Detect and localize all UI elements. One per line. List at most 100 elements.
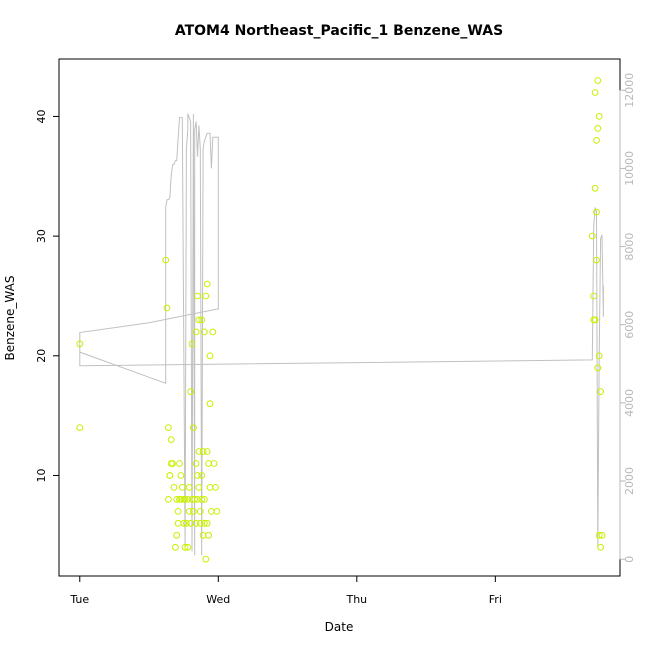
- y2-tick-label: 10000: [623, 151, 636, 186]
- data-point: [201, 496, 208, 503]
- chart-title: ATOM4 Northeast_Pacific_1 Benzene_WAS: [175, 23, 503, 39]
- data-point: [195, 316, 203, 324]
- x-tick-label: Tue: [69, 593, 89, 606]
- data-point: [196, 519, 204, 527]
- data-point: [181, 496, 189, 503]
- data-point: [212, 484, 219, 491]
- data-point: [173, 496, 181, 503]
- x-tick-label: Fri: [489, 593, 502, 606]
- data-point: [184, 496, 192, 503]
- point-series: [76, 77, 606, 563]
- data-point: [198, 496, 206, 503]
- x-tick-label: Thu: [345, 593, 367, 606]
- y2-tick-label: 6000: [623, 311, 636, 339]
- data-point: [203, 448, 211, 455]
- data-point: [591, 316, 599, 324]
- data-point: [202, 555, 210, 563]
- data-point: [205, 531, 213, 539]
- data-point: [213, 508, 221, 515]
- data-point: [590, 292, 598, 300]
- data-point: [180, 519, 188, 527]
- y2-tick-label: 8000: [623, 233, 636, 261]
- y-tick-label: 40: [35, 109, 48, 123]
- data-point: [194, 292, 201, 300]
- data-point: [195, 484, 203, 491]
- data-point: [165, 424, 172, 432]
- data-point: [206, 400, 214, 408]
- data-point: [201, 519, 208, 527]
- data-point: [174, 519, 182, 527]
- y-tick-label: 20: [35, 349, 48, 363]
- x-axis-label: Date: [325, 620, 354, 634]
- data-point: [191, 496, 199, 503]
- plot-frame: [58, 58, 621, 577]
- data-point: [594, 77, 602, 84]
- data-point: [166, 472, 174, 479]
- data-point: [162, 256, 170, 264]
- data-point: [202, 292, 210, 300]
- data-point: [76, 424, 84, 432]
- data-point: [595, 352, 603, 360]
- data-point: [595, 531, 603, 539]
- y-tick-label: 10: [35, 468, 48, 482]
- data-point: [185, 484, 193, 491]
- data-point: [192, 460, 200, 467]
- data-point: [208, 508, 215, 515]
- data-point: [177, 472, 185, 479]
- data-point: [591, 89, 599, 96]
- data-point: [198, 316, 206, 324]
- data-point: [187, 388, 195, 396]
- data-point: [194, 472, 201, 479]
- data-point: [192, 519, 200, 527]
- data-point: [593, 256, 600, 264]
- y2-tick-label: 12000: [623, 73, 636, 108]
- data-point: [594, 124, 602, 132]
- data-point: [209, 328, 217, 336]
- data-point: [183, 519, 190, 527]
- data-point: [188, 340, 196, 348]
- y2-tick-label: 0: [623, 556, 636, 563]
- data-point: [176, 460, 183, 467]
- data-point: [206, 484, 214, 491]
- data-point: [203, 519, 211, 527]
- data-point: [184, 543, 192, 551]
- data-point: [165, 496, 172, 503]
- y-tick-label: 30: [35, 229, 48, 243]
- secondary-line-series: [79, 113, 604, 556]
- data-point: [167, 436, 175, 444]
- data-point: [591, 184, 599, 192]
- data-point: [169, 460, 177, 467]
- data-point: [163, 304, 171, 312]
- data-point: [76, 340, 84, 348]
- data-point: [199, 531, 207, 539]
- data-point: [594, 364, 602, 372]
- y2-axis: 0 2000 4000 6000 8000 10000 12000: [619, 73, 636, 563]
- y2-tick-label: 4000: [623, 389, 636, 417]
- data-point: [178, 484, 186, 491]
- data-point: [593, 137, 600, 144]
- y2-tick-label: 2000: [623, 467, 636, 495]
- data-point: [192, 328, 200, 336]
- data-point: [194, 496, 201, 503]
- data-point: [203, 280, 211, 288]
- x-axis: Tue Wed Thu Fri: [69, 575, 502, 606]
- data-point: [597, 543, 604, 551]
- data-point: [595, 113, 603, 120]
- data-point: [190, 508, 197, 515]
- data-point: [174, 508, 182, 515]
- data-point: [187, 519, 195, 527]
- data-point: [593, 208, 600, 216]
- x-tick-label: Wed: [206, 593, 230, 606]
- data-point: [170, 484, 178, 491]
- data-point: [198, 472, 206, 479]
- y-axis-label: Benzene_WAS: [3, 276, 17, 361]
- data-point: [185, 508, 193, 515]
- data-point: [190, 424, 197, 432]
- data-point: [199, 448, 207, 455]
- data-point: [205, 460, 213, 467]
- data-point: [597, 388, 604, 396]
- data-point: [181, 543, 189, 551]
- data-point: [206, 352, 214, 360]
- data-point: [177, 496, 185, 503]
